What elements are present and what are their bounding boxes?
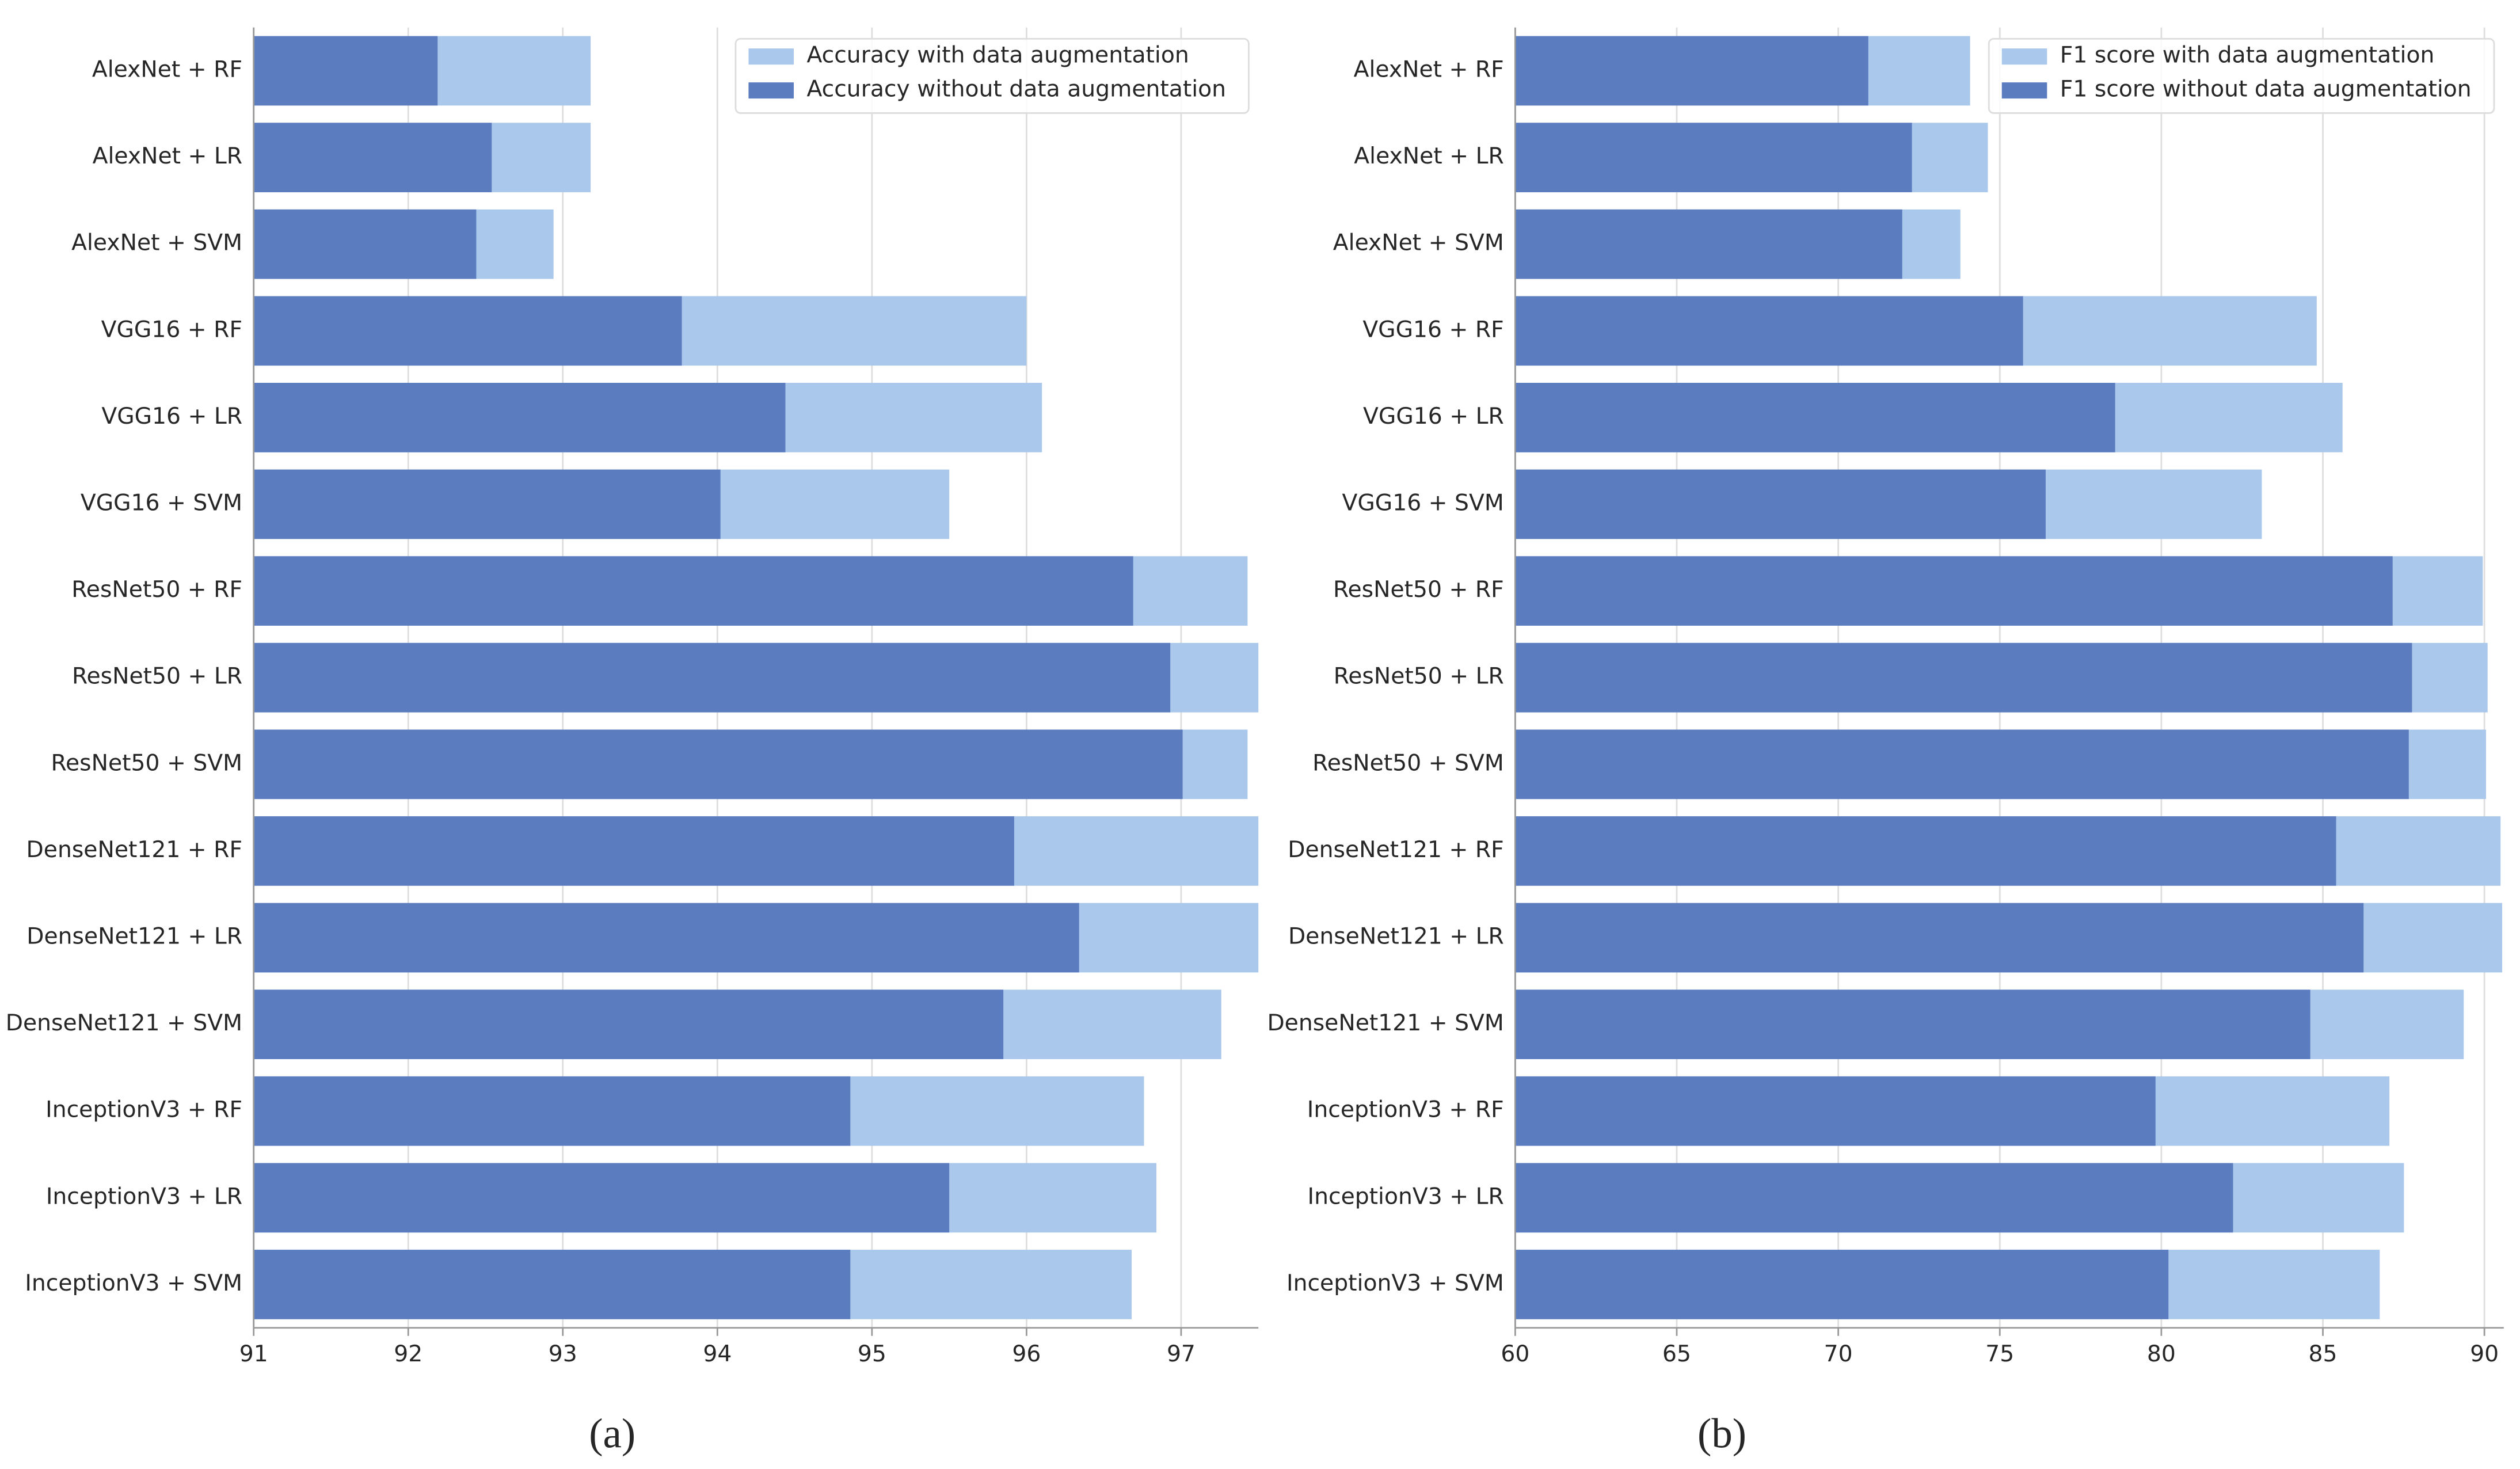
x-tick-label: 92 [394,1341,422,1367]
y-tick-label: ResNet50 + SVM [1312,750,1504,776]
caption: (b) [1697,1410,1746,1456]
y-tick-label: VGG16 + LR [1363,404,1504,429]
bar [253,1250,851,1319]
y-tick-label: ResNet50 + LR [72,664,242,690]
bar [253,123,492,192]
x-tick-label: 94 [703,1341,732,1367]
y-tick-label: DenseNet121 + LR [26,924,242,950]
y-tick-label: ResNet50 + RF [1333,577,1504,603]
legend-swatch [748,48,794,65]
y-tick-label: VGG16 + SVM [1342,490,1504,516]
y-tick-label: AlexNet + SVM [1333,230,1504,256]
y-tick-label: AlexNet + RF [1354,57,1504,83]
bar [1515,383,2115,452]
y-tick-label: InceptionV3 + LR [46,1183,242,1209]
bar [253,36,438,106]
legend-label: F1 score without data augmentation [2060,77,2472,102]
y-tick-label: AlexNet + RF [92,57,242,83]
x-tick-label: 85 [2309,1341,2338,1367]
y-tick-label: AlexNet + LR [1354,143,1503,169]
bar [1515,469,2046,539]
x-tick-label: 91 [239,1341,268,1367]
y-tick-label: ResNet50 + RF [71,577,242,603]
bar [1515,816,2336,886]
bar [253,383,786,452]
y-tick-label: VGG16 + RF [101,317,242,342]
x-tick-label: 90 [2470,1341,2499,1367]
legend-swatch [2001,48,2047,65]
bar [253,642,1171,713]
bar [1515,1250,2169,1319]
legend-label: F1 score with data augmentation [2060,43,2435,68]
y-tick-label: InceptionV3 + LR [1308,1183,1504,1209]
bar [1515,209,1902,279]
bar [1515,642,2412,713]
legend-box [1988,37,2495,114]
legend-box [734,37,1250,114]
y-tick-label: InceptionV3 + SVM [25,1270,242,1296]
y-tick-label: InceptionV3 + RF [45,1097,242,1123]
bar [253,729,1183,800]
y-tick-label: DenseNet121 + SVM [1267,1010,1503,1036]
legend-swatch [2001,82,2047,99]
legend-label: Accuracy without data augmentation [806,77,1226,102]
y-tick-label: DenseNet121 + SVM [6,1010,242,1036]
bar [1515,1076,2156,1146]
bar [253,1076,851,1146]
bar [253,556,1133,626]
x-tick-label: 95 [858,1341,886,1367]
x-tick-label: 75 [1985,1341,2014,1367]
x-tick-label: 96 [1012,1341,1041,1367]
y-tick-label: DenseNet121 + RF [1288,837,1504,863]
bar [253,469,721,539]
bar [253,816,1014,886]
x-tick-label: 80 [2147,1341,2176,1367]
caption: (a) [589,1410,635,1456]
bar [1515,903,2364,973]
legend-swatch [748,82,794,99]
y-tick-label: VGG16 + SVM [81,490,242,516]
bar [1515,36,1868,106]
bar [1515,296,2023,366]
x-tick-label: 65 [1662,1341,1691,1367]
bar [253,209,477,279]
y-tick-label: ResNet50 + SVM [51,750,243,776]
bar [1515,123,1912,192]
x-tick-label: 70 [1824,1341,1853,1367]
bar [253,1163,950,1233]
legend-label: Accuracy with data augmentation [806,43,1189,68]
bar [1515,990,2310,1059]
bar [253,296,682,366]
y-tick-label: DenseNet121 + LR [1288,924,1504,950]
y-tick-label: InceptionV3 + SVM [1286,1270,1504,1296]
x-tick-label: 60 [1501,1341,1529,1367]
y-tick-label: ResNet50 + LR [1334,664,1504,690]
x-tick-label: 97 [1167,1341,1196,1367]
y-tick-label: AlexNet + LR [93,143,242,169]
bar [253,903,1079,973]
bar [253,990,1004,1059]
y-tick-label: InceptionV3 + RF [1307,1097,1504,1123]
y-tick-label: DenseNet121 + RF [26,837,243,863]
y-tick-label: VGG16 + LR [101,404,242,429]
y-tick-label: AlexNet + SVM [71,230,242,256]
bar [1515,1163,2233,1233]
bar [1515,729,2409,800]
x-tick-label: 93 [549,1341,577,1367]
bar [1515,556,2393,626]
y-tick-label: VGG16 + RF [1362,317,1503,342]
